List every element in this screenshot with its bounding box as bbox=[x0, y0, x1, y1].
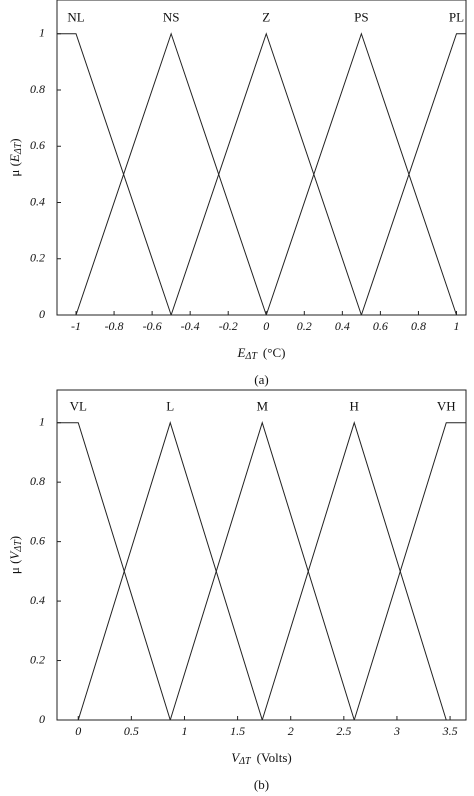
label-part: ) bbox=[7, 138, 22, 142]
series-label: VL bbox=[70, 399, 87, 414]
x-tick-label: 0.8 bbox=[411, 319, 426, 333]
y-tick-label: 1 bbox=[39, 26, 45, 40]
y-tick-label: 0 bbox=[39, 712, 45, 726]
x-tick-label: 2.5 bbox=[336, 724, 351, 738]
x-tick-label: -0.8 bbox=[105, 319, 124, 333]
x-tick-label: 3.5 bbox=[442, 724, 458, 738]
y-tick-label: 0.6 bbox=[30, 533, 45, 547]
y-tick-label: 0.8 bbox=[30, 82, 45, 96]
label-part: ) bbox=[7, 536, 22, 540]
membership-line bbox=[360, 33, 466, 316]
membership-line bbox=[57, 33, 172, 316]
y-tick-label: 0.4 bbox=[30, 194, 45, 208]
label-part: ΔT bbox=[13, 539, 24, 553]
series-label: M bbox=[256, 399, 268, 414]
caption: (b) bbox=[254, 777, 269, 792]
x-tick-label: 3 bbox=[393, 724, 400, 738]
membership-line bbox=[77, 421, 263, 721]
x-tick-label: 2 bbox=[288, 724, 294, 738]
label-part: V bbox=[7, 550, 22, 560]
label-part: (Volts) bbox=[257, 750, 292, 765]
label-part: μ ( bbox=[7, 560, 22, 575]
y-tick-label: 0.4 bbox=[30, 593, 45, 607]
series-label: NS bbox=[163, 10, 180, 25]
x-tick-label: -0.2 bbox=[219, 319, 238, 333]
membership-line bbox=[169, 421, 355, 721]
x-tick-label: 0.2 bbox=[297, 319, 312, 333]
caption: (a) bbox=[254, 372, 268, 387]
series-label: NL bbox=[67, 10, 84, 25]
x-tick-label: 0.5 bbox=[124, 724, 139, 738]
series-label: VH bbox=[437, 399, 456, 414]
x-tick-label: 1 bbox=[181, 724, 187, 738]
label-part: ΔT bbox=[244, 351, 258, 362]
x-tick-label: 0.4 bbox=[335, 319, 350, 333]
label-part: E bbox=[7, 154, 22, 163]
plot-frame bbox=[56, 389, 467, 721]
y-tick-label: 0.2 bbox=[30, 652, 45, 666]
x-axis-label: VΔT (Volts) bbox=[231, 750, 292, 767]
series-label: PL bbox=[449, 10, 464, 25]
membership-line bbox=[265, 32, 457, 316]
series-label: L bbox=[166, 399, 174, 414]
membership-line bbox=[353, 422, 466, 721]
series-label: H bbox=[350, 399, 359, 414]
series-label: PS bbox=[354, 10, 368, 25]
y-tick-label: 1 bbox=[39, 414, 45, 428]
series-label: Z bbox=[262, 10, 270, 25]
membership-line bbox=[170, 32, 362, 316]
y-axis-label: μ (VΔT) bbox=[7, 536, 24, 574]
label-part: V bbox=[231, 750, 241, 765]
membership-line bbox=[261, 421, 447, 721]
x-tick-label: 0 bbox=[263, 319, 269, 333]
y-tick-label: 0 bbox=[39, 307, 45, 321]
x-tick-label: 0 bbox=[75, 724, 81, 738]
x-axis-label: EΔT (°C) bbox=[237, 345, 286, 362]
label-part: E bbox=[237, 345, 246, 360]
plot-frame bbox=[56, 0, 467, 316]
x-tick-label: 1 bbox=[453, 319, 459, 333]
membership-line bbox=[75, 32, 267, 316]
label-part: (°C) bbox=[263, 345, 286, 360]
y-axis-label: μ (EΔT) bbox=[7, 138, 24, 176]
y-tick-label: 0.6 bbox=[30, 138, 45, 152]
x-tick-label: -1 bbox=[71, 319, 81, 333]
x-tick-label: -0.4 bbox=[181, 319, 200, 333]
label-part: ΔT bbox=[13, 141, 24, 155]
y-tick-label: 0.2 bbox=[30, 251, 45, 265]
label-part: ΔT bbox=[238, 756, 252, 767]
x-tick-label: 0.6 bbox=[373, 319, 388, 333]
label-part: μ ( bbox=[7, 162, 22, 177]
x-tick-label: 1.5 bbox=[230, 724, 245, 738]
x-tick-label: -0.6 bbox=[143, 319, 162, 333]
membership-line bbox=[57, 422, 171, 721]
y-tick-label: 0.8 bbox=[30, 474, 45, 488]
